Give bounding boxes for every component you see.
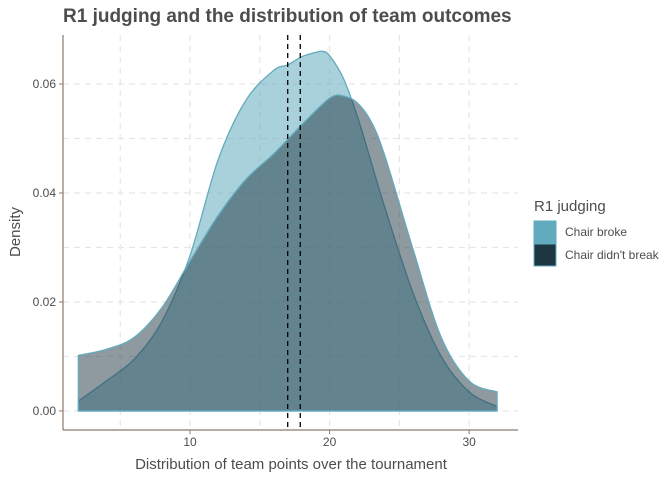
axes (62, 35, 518, 431)
y-tick-label: 0.02 (33, 295, 57, 309)
y-tick-label: 0.00 (33, 404, 57, 418)
legend-title: R1 judging (534, 198, 606, 215)
x-tick-label: 30 (462, 435, 476, 449)
x-axis-title: Distribution of team points over the tou… (135, 456, 448, 473)
legend-label: Chair broke (565, 225, 627, 239)
legend-key (533, 220, 557, 244)
y-tick-label: 0.04 (33, 186, 57, 200)
y-axis-title: Density (7, 206, 24, 257)
x-axis-ticks: 10 20 30 (183, 430, 476, 449)
density-areas (77, 50, 498, 412)
x-tick-label: 20 (323, 435, 337, 449)
legend-label: Chair didn't break (565, 248, 660, 262)
legend-key (533, 243, 557, 267)
legend: R1 judging Chair broke Chair didn't break (533, 198, 660, 267)
x-tick-label: 10 (183, 435, 197, 449)
y-tick-label: 0.06 (33, 77, 57, 91)
y-axis-ticks: 0.00 0.02 0.04 0.06 (33, 77, 63, 418)
chart-title: R1 judging and the distribution of team … (63, 6, 512, 27)
reference-lines (287, 35, 301, 430)
